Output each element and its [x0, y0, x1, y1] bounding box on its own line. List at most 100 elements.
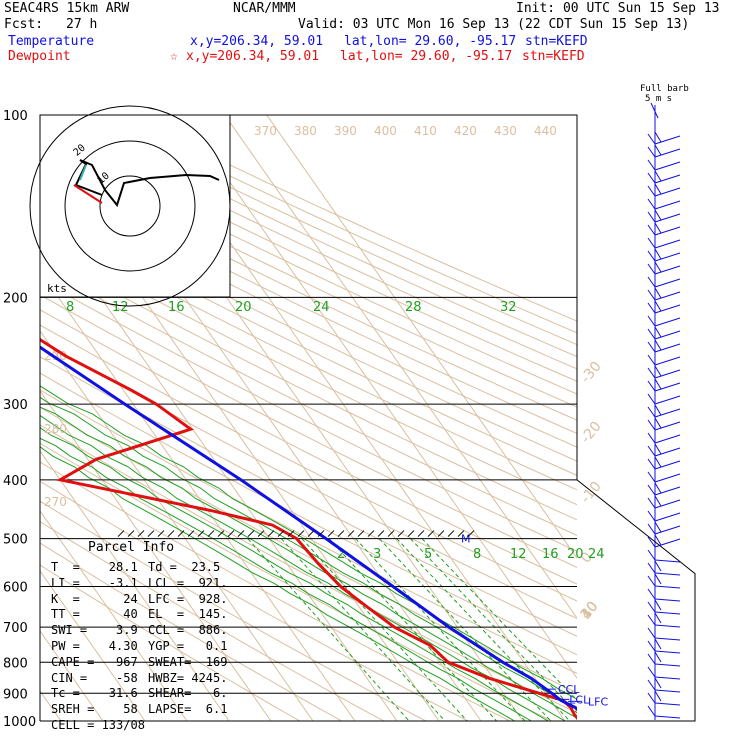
center-label: NCAR/MMM [233, 1, 296, 16]
parcel-info-cell: LFC = 928. [148, 591, 228, 606]
wind-barb-flag [654, 417, 662, 429]
wind-barb-flag [647, 536, 656, 548]
hatch-mark [237, 530, 245, 537]
dry-adiabat [40, 461, 511, 721]
wind-barb-flag [654, 443, 662, 455]
moist-adiabat [40, 385, 577, 700]
mixing-ratio-label: 16 [542, 547, 559, 562]
wind-barb-flag [647, 601, 656, 613]
wind-barb-shaft [654, 499, 681, 509]
wind-barb-flag [647, 315, 656, 327]
wind-barb-shaft [654, 278, 681, 288]
isotherm-label: -20 [578, 419, 605, 447]
temperature-legend-xy: x,y=206.34, 59.01 [190, 34, 324, 49]
wind-barb-shaft [654, 650, 681, 654]
dry-adiabat [40, 372, 577, 656]
wind-barb-flag [654, 521, 662, 533]
hodograph-low-trace [73, 184, 103, 204]
mixing-ratio-label: 24 [588, 547, 605, 562]
wind-barb-shaft [654, 135, 681, 145]
wind-barb-flag [647, 172, 656, 184]
parcel-info-cell: LI = -3.1 [51, 575, 138, 590]
wind-barb-shaft [654, 330, 681, 340]
wind-barb-flag [647, 627, 656, 639]
wind-barb-shaft [654, 408, 681, 418]
wind-barb-flag [654, 378, 662, 390]
parcel-info-cell: LAPSE= 6.1 [148, 702, 228, 717]
wind-barb-shaft [654, 304, 681, 314]
wind-barb-flag [654, 183, 662, 195]
isotherm [40, 270, 356, 721]
mixing-ratio-line [301, 538, 468, 721]
isotherm-label: -30 [578, 359, 605, 387]
isotherm [224, 115, 577, 620]
hatch-mark [467, 530, 475, 537]
wind-barb-flag [654, 326, 662, 338]
parcel-info-cell: CCL = 886. [148, 623, 228, 638]
mixing-ratio-labels: 2 3 5 8 12 16 20 24 [337, 547, 605, 562]
hodograph-unit: kts [47, 282, 67, 295]
hodograph-ring [64, 140, 196, 272]
hatch-mark [137, 530, 145, 537]
dry-adiabat [40, 521, 385, 721]
dry-adiabat [40, 294, 577, 568]
dewpoint-line [40, 337, 577, 721]
barb-legend-line1: Full barb [640, 84, 689, 94]
wind-barb-shaft [654, 538, 681, 548]
wind-barb-shaft [654, 161, 681, 171]
init-label: Init: 00 UTC Sun 15 Sep 13 [516, 1, 720, 16]
theta-e-label: 32 [500, 300, 517, 315]
freezing-level-marker: M [461, 533, 471, 546]
hatch-mark [117, 530, 125, 537]
hatch-mark [297, 530, 305, 537]
hodograph [29, 105, 231, 307]
wind-barb-flag [654, 144, 662, 156]
plot-frame [39, 114, 696, 722]
wind-barb-flag [654, 690, 662, 702]
pressure-label: 600 [3, 581, 28, 596]
theta-label: 380 [294, 124, 317, 138]
hatch-mark [177, 530, 185, 537]
wind-barb-shaft [654, 525, 681, 535]
hatch-mark [187, 530, 195, 537]
dry-adiabat [126, 115, 577, 322]
wind-barb-flag [647, 159, 656, 171]
valid-label: Valid: 03 UTC Mon 16 Sep 13 (22 CDT Sun … [298, 17, 690, 32]
wind-barb-flag [647, 497, 656, 509]
level-markers: ELCCLLCLLFCM [117, 530, 608, 708]
wind-barb-flag [654, 365, 662, 377]
hatch-mark [267, 530, 275, 537]
hatch-mark [327, 530, 335, 537]
temperature-legend-latlon: lat,lon= 29.60, -95.17 [344, 34, 517, 49]
dry-adiabat [40, 279, 577, 552]
hatch-mark [357, 530, 365, 537]
hodograph-ring [99, 175, 161, 237]
wind-barb-flag [647, 640, 656, 652]
dewpoint-legend-label: Dewpoint [8, 49, 71, 64]
isotherm [40, 510, 188, 721]
isotherm [182, 115, 577, 680]
parcel-info-cell: CAPE = 967 [51, 654, 138, 669]
wind-barb-flag [647, 562, 656, 574]
mixing-ratio-line [328, 538, 497, 721]
hatch-mark [397, 530, 405, 537]
pressure-label: 900 [3, 687, 28, 702]
mixing-ratio-line [247, 538, 410, 721]
wind-barb-shaft [654, 624, 681, 628]
theta-e-label: 16 [168, 300, 185, 315]
hodograph-ring [29, 105, 231, 307]
wind-barb-shaft [654, 447, 681, 457]
pressure-label: 500 [3, 533, 28, 548]
theta-label: 410 [414, 124, 437, 138]
theta-label: 280 [44, 422, 67, 436]
mixing-ratio-line [280, 538, 446, 721]
wind-barb-flag [647, 133, 656, 145]
isotherm-label: -10 [578, 479, 605, 507]
wind-barb-shaft [654, 611, 681, 615]
wind-barb-shaft [654, 460, 681, 470]
hatch-mark [337, 530, 345, 537]
wind-barb-flag [654, 599, 662, 611]
theta-label: 440 [534, 124, 557, 138]
wind-barb-flag [654, 248, 662, 260]
moist-adiabat [40, 446, 515, 721]
